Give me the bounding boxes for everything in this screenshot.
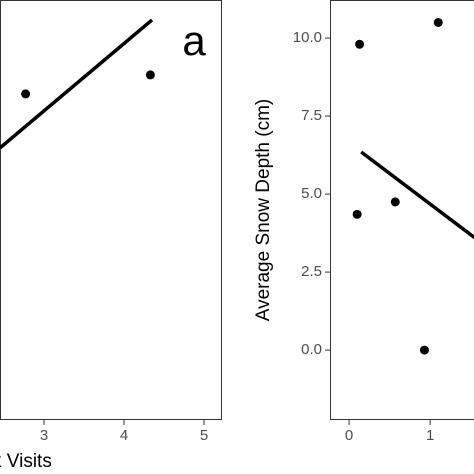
panel-border [0,0,222,420]
y-tick-label: 5.0 [301,185,322,202]
data-point [355,39,365,49]
x-tick-label: 3 [40,427,48,444]
y-tick-label: 0.0 [301,341,322,358]
data-point [21,89,31,99]
data-point [352,209,362,219]
data-point [433,17,443,27]
x-tick-label: 1 [426,427,434,444]
data-point [419,345,429,355]
panel-label: a [182,17,206,64]
panel-border [330,0,474,420]
x-tick-label: 5 [200,427,208,444]
y-axis-title: Average Snow Depth (cm) [253,99,274,321]
trend-line [360,150,474,240]
y-tick-label: 2.5 [301,263,322,280]
data-point [145,70,155,80]
data-point [390,197,400,207]
trend-line [0,18,154,150]
y-tick-label: 7.5 [301,107,322,124]
y-tick-label: 10.0 [293,29,322,46]
x-axis-title: k Visits [0,451,52,472]
x-tick-label: 0 [345,427,353,444]
x-tick-label: 4 [120,427,128,444]
